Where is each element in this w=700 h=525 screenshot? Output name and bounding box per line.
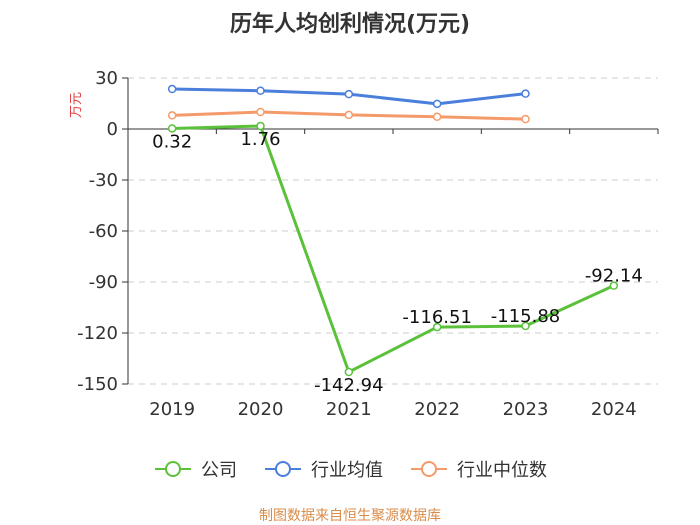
x-tick-label: 2019 — [149, 399, 195, 420]
data-point — [167, 124, 177, 133]
source-note: 制图数据来自恒生聚源数据库 — [259, 508, 441, 524]
data-point — [432, 99, 442, 109]
data-point — [521, 114, 530, 124]
x-tick-label: 2021 — [326, 399, 372, 420]
data-point — [256, 121, 265, 131]
data-label: 0.32 — [152, 131, 192, 152]
data-point — [344, 110, 354, 120]
axes — [122, 77, 659, 385]
legend-item[interactable]: 行业中位数 — [409, 456, 547, 482]
y-tick-label: -30 — [89, 170, 118, 191]
x-tick-label: 2023 — [503, 399, 549, 420]
data-label: 1.76 — [240, 129, 280, 150]
legend-swatch — [155, 461, 191, 477]
x-tick-label: 2022 — [414, 399, 460, 420]
data-point — [432, 322, 442, 332]
series-layer — [167, 84, 619, 377]
data-point — [256, 107, 265, 117]
data-point — [256, 86, 265, 95]
legend-label: 公司 — [201, 460, 237, 481]
data-label: -142.94 — [314, 375, 383, 396]
y-tick-label: -120 — [77, 323, 118, 344]
data-point — [609, 281, 619, 290]
data-point — [344, 89, 354, 99]
data-label: -92.14 — [585, 266, 643, 287]
data-label: -115.88 — [491, 306, 560, 327]
data-point — [167, 84, 177, 94]
legend-swatch — [265, 461, 301, 477]
legend-label: 行业中位数 — [457, 460, 547, 481]
y-tick-label: 30 — [95, 68, 118, 89]
y-axis-label: 万元 — [69, 92, 84, 118]
legend-swatch — [411, 461, 447, 477]
data-labels: 0.32 1.76 -142.94 -116.51 -115.88 -92.14 — [152, 129, 643, 396]
y-tick-label: -60 — [89, 221, 118, 242]
gridlines — [128, 77, 658, 385]
legend-item[interactable]: 公司 — [153, 456, 237, 482]
data-point — [167, 111, 177, 120]
data-point — [344, 367, 354, 377]
y-tick-label: -90 — [89, 272, 118, 293]
legend: 公司 行业均值 行业中位数 — [0, 456, 700, 482]
data-point — [521, 89, 530, 98]
data-point — [432, 112, 442, 122]
y-tick-label: -150 — [77, 374, 118, 395]
y-tick-labels: 30 0 -30 -60 -90 -120 -150 — [77, 68, 118, 395]
legend-item[interactable]: 行业均值 — [263, 456, 383, 482]
x-tick-label: 2024 — [591, 399, 637, 420]
legend-label: 行业均值 — [311, 460, 383, 481]
chart-title: 历年人均创利情况(万元) — [229, 12, 471, 37]
x-tick-labels: 2019 2020 2021 2022 2023 2024 — [149, 399, 636, 420]
series-line — [172, 124, 615, 374]
x-tick-label: 2020 — [238, 399, 284, 420]
data-label: -116.51 — [402, 307, 471, 328]
data-point — [521, 321, 530, 331]
y-tick-label: 0 — [107, 119, 118, 140]
